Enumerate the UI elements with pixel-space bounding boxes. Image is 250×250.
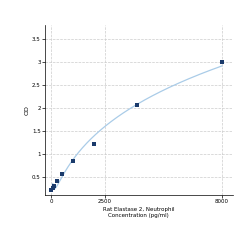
X-axis label: Rat Elastase 2, Neutrophil
Concentration (pg/ml): Rat Elastase 2, Neutrophil Concentration… [103,207,174,218]
Point [134,104,138,108]
Y-axis label: OD: OD [24,105,29,115]
Point [50,188,54,192]
Point [92,142,96,146]
Point [71,158,75,162]
Point [55,179,59,183]
Point [220,60,224,64]
Point [51,186,55,190]
Point [60,172,64,176]
Point [52,184,56,188]
